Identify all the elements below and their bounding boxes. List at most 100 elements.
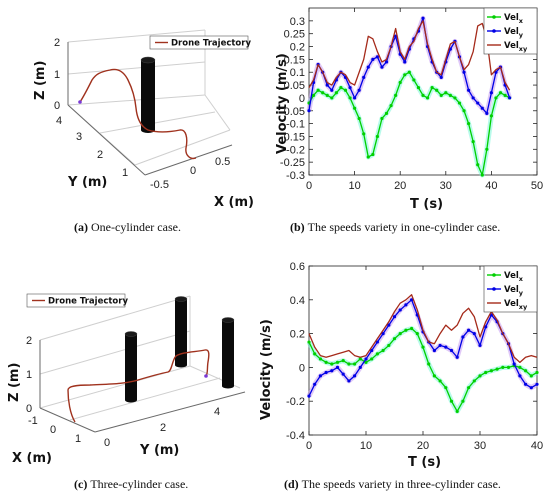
panel-d-series-y-point bbox=[461, 335, 465, 339]
panel-b-series-x-point bbox=[330, 96, 334, 100]
panel-d-xtick-label: 40 bbox=[531, 440, 543, 452]
panel-b-series-y-point bbox=[380, 65, 384, 69]
panel-b-series-x-point bbox=[362, 132, 366, 136]
panel-b-series-x-point bbox=[325, 93, 329, 97]
panel-d-series-x-point bbox=[506, 365, 511, 369]
panel-d-series-y-point bbox=[347, 379, 351, 383]
panel-d-series-y-point bbox=[392, 315, 397, 319]
panel-a: Drone Trajectory 2 1 0 4 3 2 1 -0.5 0 0.… bbox=[33, 29, 254, 234]
panel-d-series-x-point bbox=[438, 379, 442, 383]
panel-b-series-y-point bbox=[476, 101, 480, 105]
panel-c-cylinder-1 bbox=[124, 331, 138, 403]
panel-a-legend-label: Drone Trajectory bbox=[171, 39, 251, 49]
panel-d-series-y-point bbox=[484, 325, 488, 329]
panel-c-ytick-0: 0 bbox=[104, 437, 110, 449]
panel-a-zlabel: Z (m) bbox=[33, 61, 48, 100]
panel-d-series-y-point bbox=[410, 298, 414, 302]
panel-d-series-x-point bbox=[313, 352, 317, 356]
panel-b-ytick-label: -0.05 bbox=[280, 106, 305, 118]
panel-d-series-x-point bbox=[410, 326, 414, 331]
panel-d-series-y-point bbox=[512, 362, 516, 366]
panel-c-cylinder-2 bbox=[174, 296, 188, 368]
panel-b-series-y-point bbox=[362, 75, 366, 79]
panel-b-xtick-label: 40 bbox=[485, 180, 497, 192]
panel-b-xtick-label: 30 bbox=[440, 180, 452, 192]
panel-d-series-y-point bbox=[364, 357, 368, 361]
panel-d-series-x-point bbox=[341, 359, 345, 363]
panel-d-series-y-point bbox=[341, 372, 345, 376]
panel-b-legend-marker-y bbox=[492, 29, 496, 33]
panel-c-xtick-2: 1 bbox=[75, 433, 81, 445]
panel-a-xtick-2: 0.5 bbox=[215, 156, 230, 168]
panel-b-series-y-point bbox=[357, 88, 361, 92]
panel-d-series-x-point bbox=[524, 369, 528, 373]
panel-d-series-x-point bbox=[455, 409, 459, 413]
panel-d-xtick-label: 10 bbox=[360, 440, 372, 452]
panel-b-series-y-point bbox=[371, 57, 375, 61]
panel-d-series-y-point bbox=[398, 308, 402, 312]
panel-d-series-x-point bbox=[432, 374, 436, 378]
panel-b-series-x-point bbox=[453, 96, 457, 100]
panel-d-series-x-point bbox=[461, 399, 465, 403]
panel-a-ytick-3: 3 bbox=[76, 131, 82, 143]
panel-d-series-x-point bbox=[472, 379, 476, 383]
panel-b-xtick-label: 10 bbox=[348, 180, 360, 192]
panel-b-series-x-point bbox=[421, 93, 425, 97]
panel-d-series-x-point bbox=[364, 360, 368, 364]
panel-d-series-x-point bbox=[392, 337, 397, 341]
panel-b-series-x-point bbox=[430, 86, 434, 90]
panel-c-ytick-1: 2 bbox=[160, 422, 166, 434]
panel-b-series-y-point bbox=[403, 60, 407, 64]
panel-b-series-x-point bbox=[394, 93, 398, 97]
panel-b-series-y-point bbox=[508, 96, 512, 100]
panel-d-series-y-point bbox=[467, 328, 471, 332]
panel-b-series-x-point bbox=[476, 163, 480, 167]
panel-d-caption: (d) The speeds variety in three-cylinder … bbox=[284, 477, 501, 491]
panel-b-series-x-point bbox=[357, 116, 361, 121]
panel-d-series-y-point bbox=[438, 343, 442, 348]
panel-d-series-x-point bbox=[427, 362, 431, 366]
panel-c-cylinder-3 bbox=[221, 317, 235, 389]
panel-b-series-xy-line bbox=[308, 20, 511, 91]
panel-b-series-x-point bbox=[366, 155, 370, 159]
panel-c-y-axis bbox=[94, 391, 246, 433]
panel-b-xtick-label: 20 bbox=[394, 180, 406, 192]
panel-d-series-y-point bbox=[524, 382, 528, 386]
panel-b-ytick-label: -0.3 bbox=[286, 170, 305, 182]
panel-b-series-y-point bbox=[421, 16, 425, 20]
panel-c-ytick-2: 4 bbox=[214, 406, 220, 418]
panel-b-legend-label-x: Velx bbox=[504, 13, 524, 25]
panel-b-series-x-point bbox=[425, 96, 430, 100]
panel-b-series-x-point bbox=[321, 91, 325, 95]
panel-b-series-x-point bbox=[494, 96, 498, 100]
panel-b-series-x-point bbox=[334, 91, 338, 95]
panel-d-series-x-point bbox=[381, 348, 385, 353]
panel-c-legend-label: Drone Trajectory bbox=[48, 297, 128, 307]
panel-b-ytick-label: 0.2 bbox=[290, 42, 305, 54]
panel-d-ytick-label: 0.6 bbox=[290, 261, 305, 273]
panel-b-series-x-point bbox=[471, 140, 475, 144]
panel-b-series-y-point bbox=[307, 109, 311, 113]
panel-d-series-y-point bbox=[387, 323, 391, 327]
panel-b-xtick-label: 50 bbox=[531, 180, 543, 192]
panel-b-ytick-label: -0.25 bbox=[280, 157, 305, 169]
panel-d-series-y-point bbox=[472, 332, 476, 336]
panel-b-legend-label-xy: Velxy bbox=[504, 41, 528, 53]
panel-d-series-x-point bbox=[318, 357, 322, 361]
panel-b-caption: (b) The speeds variety in one-cylinder ca… bbox=[290, 220, 500, 234]
panel-b-ytick-label: 0.25 bbox=[284, 29, 305, 41]
panel-b-series-x-point bbox=[412, 78, 416, 82]
panel-d-legend-marker-x bbox=[492, 273, 496, 277]
panel-d-series-x-point bbox=[375, 352, 379, 356]
panel-c-zlabel: Z (m) bbox=[7, 363, 22, 402]
panel-b-series-x-point bbox=[435, 88, 439, 92]
panel-d-series-x-point bbox=[370, 357, 374, 361]
panel-a-xlabel: X (m) bbox=[214, 195, 254, 210]
panel-d-legend-marker-y bbox=[492, 287, 496, 291]
panel-a-legend: Drone Trajectory bbox=[149, 35, 251, 50]
panel-b-ytick-label: -0.1 bbox=[286, 119, 305, 131]
panel-d-series-x-point bbox=[478, 374, 482, 378]
panel-d-series-xy-line bbox=[308, 294, 538, 363]
panel-b-series-y-point bbox=[353, 96, 357, 100]
panel-a-ylabel: Y (m) bbox=[67, 175, 107, 190]
